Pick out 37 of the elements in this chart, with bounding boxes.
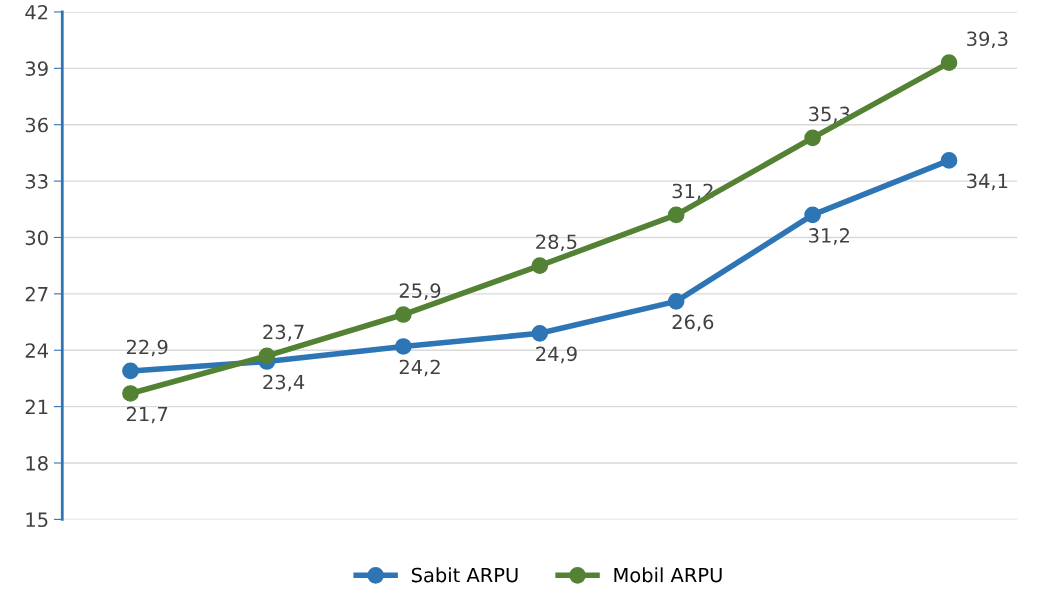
data-label: 26,6 [672, 314, 714, 332]
point [531, 324, 549, 342]
data-label: 34,1 [967, 173, 1008, 191]
y-tick-label: 36 [25, 117, 48, 133]
data-label: 28,5 [536, 234, 577, 252]
data-label: 24,2 [399, 359, 440, 377]
y-tick-label: 30 [25, 230, 48, 246]
y-tick-label: 27 [25, 286, 48, 302]
y-tick-label: 15 [26, 512, 48, 528]
data-label: 22,9 [126, 339, 168, 357]
data-label: 25,9 [399, 283, 441, 300]
data-label: 23,7 [263, 324, 304, 342]
data-label: 21,7 [126, 406, 168, 424]
data-label: 39,3 [967, 31, 1008, 49]
y-tick-label: 21 [25, 399, 48, 415]
point [940, 54, 958, 72]
y-tick-label: 24 [25, 343, 48, 358]
legend-label: Sabit ARPU [411, 567, 518, 583]
data-label: 23,4 [263, 374, 305, 392]
y-tick-label: 18 [26, 455, 48, 471]
point [940, 152, 958, 169]
point [804, 129, 821, 147]
point [804, 206, 821, 224]
y-tick-label: 42 [25, 4, 48, 20]
data-label: 24,9 [536, 346, 577, 364]
point [122, 362, 139, 380]
point [395, 338, 412, 355]
point [667, 293, 685, 310]
point [667, 206, 685, 224]
point [395, 306, 412, 323]
y-tick-label: 33 [25, 174, 48, 189]
legend-label: Mobil ARPU [614, 567, 722, 583]
point [531, 257, 549, 274]
y-tick-label: 39 [25, 61, 48, 76]
data-label: 31,2 [809, 228, 849, 245]
point [258, 347, 276, 365]
point [122, 385, 139, 402]
